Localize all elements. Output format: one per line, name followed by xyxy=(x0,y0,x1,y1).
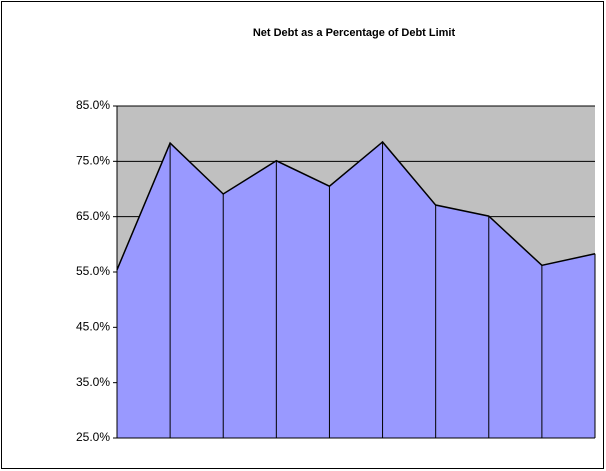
chart-title: Net Debt as a Percentage of Debt Limit xyxy=(253,27,456,39)
y-tick-label: 85.0% xyxy=(76,98,110,112)
area xyxy=(117,141,595,438)
y-tick-label: 55.0% xyxy=(76,264,110,278)
y-tick-label: 65.0% xyxy=(76,209,110,223)
area-line xyxy=(116,140,596,271)
y-tick-label: 45.0% xyxy=(76,320,110,334)
y-tick-label: 35.0% xyxy=(76,375,110,389)
y-tick-label: 25.0% xyxy=(76,430,110,444)
y-tick-label: 75.0% xyxy=(76,154,110,168)
